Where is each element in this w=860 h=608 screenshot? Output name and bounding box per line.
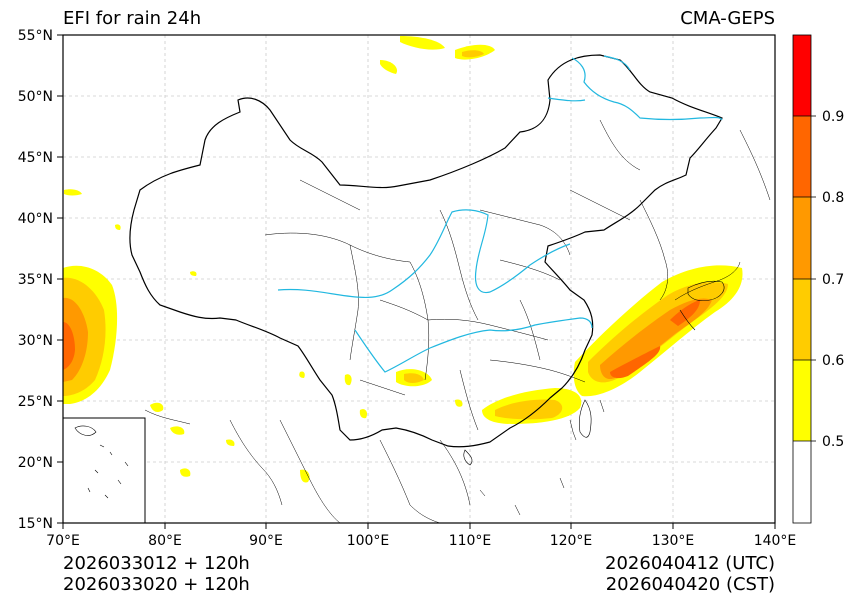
valid-time-cst: 2026040420 (CST) <box>605 574 775 595</box>
colorbar-label: 0.8 <box>822 190 844 206</box>
lat-tick-label: 45°N <box>18 150 53 166</box>
rivers <box>277 55 723 373</box>
colorbar-segment <box>793 360 811 441</box>
grid-lines <box>63 35 775 523</box>
axis-ticks <box>57 34 776 529</box>
init-time-utc: 2026033012 + 120h <box>63 553 250 574</box>
lat-tick-label: 40°N <box>18 211 53 227</box>
lon-tick-label: 90°E <box>249 533 283 549</box>
colorbar-label: 0.5 <box>822 434 844 450</box>
colorbar-segment <box>793 279 811 360</box>
colorbar-segment <box>793 441 811 523</box>
country-borders <box>144 129 771 523</box>
lon-tick-label: 110°E <box>449 533 492 549</box>
colorbar-segment <box>793 197 811 279</box>
lon-tick-label: 140°E <box>754 533 797 549</box>
lat-tick-label: 55°N <box>18 28 53 44</box>
lon-tick-label: 80°E <box>148 533 182 549</box>
lon-tick-label: 120°E <box>550 533 593 549</box>
init-time-block: 2026033012 + 120h 2026033020 + 120h <box>63 553 250 595</box>
lat-tick-label: 35°N <box>18 272 53 288</box>
lon-tick-label: 130°E <box>652 533 695 549</box>
lat-tick-label: 20°N <box>18 455 53 471</box>
efi-shading <box>63 36 743 483</box>
lat-tick-label: 30°N <box>18 333 53 349</box>
colorbar-segment <box>793 116 811 197</box>
colorbar: 0.5 0.6 0.7 0.8 0.9 <box>792 34 844 524</box>
colorbar-label: 0.7 <box>822 272 844 288</box>
china-border <box>129 54 723 448</box>
coastline <box>463 280 725 466</box>
lon-tick-label: 70°E <box>46 533 80 549</box>
lon-tick-label: 100°E <box>347 533 390 549</box>
colorbar-label: 0.9 <box>822 109 844 125</box>
south-china-sea-inset <box>63 417 146 523</box>
lat-tick-label: 25°N <box>18 394 53 410</box>
lat-tick-label: 15°N <box>18 516 53 532</box>
lat-tick-label: 50°N <box>18 89 53 105</box>
model-name: CMA-GEPS <box>680 8 775 29</box>
map-title: EFI for rain 24h <box>63 8 202 29</box>
valid-time-utc: 2026040412 (UTC) <box>605 553 775 574</box>
colorbar-label: 0.6 <box>822 353 844 369</box>
init-time-cst: 2026033020 + 120h <box>63 574 250 595</box>
province-lines <box>264 119 641 431</box>
colorbar-segment <box>793 35 811 116</box>
valid-time-block: 2026040412 (UTC) 2026040420 (CST) <box>605 553 775 595</box>
